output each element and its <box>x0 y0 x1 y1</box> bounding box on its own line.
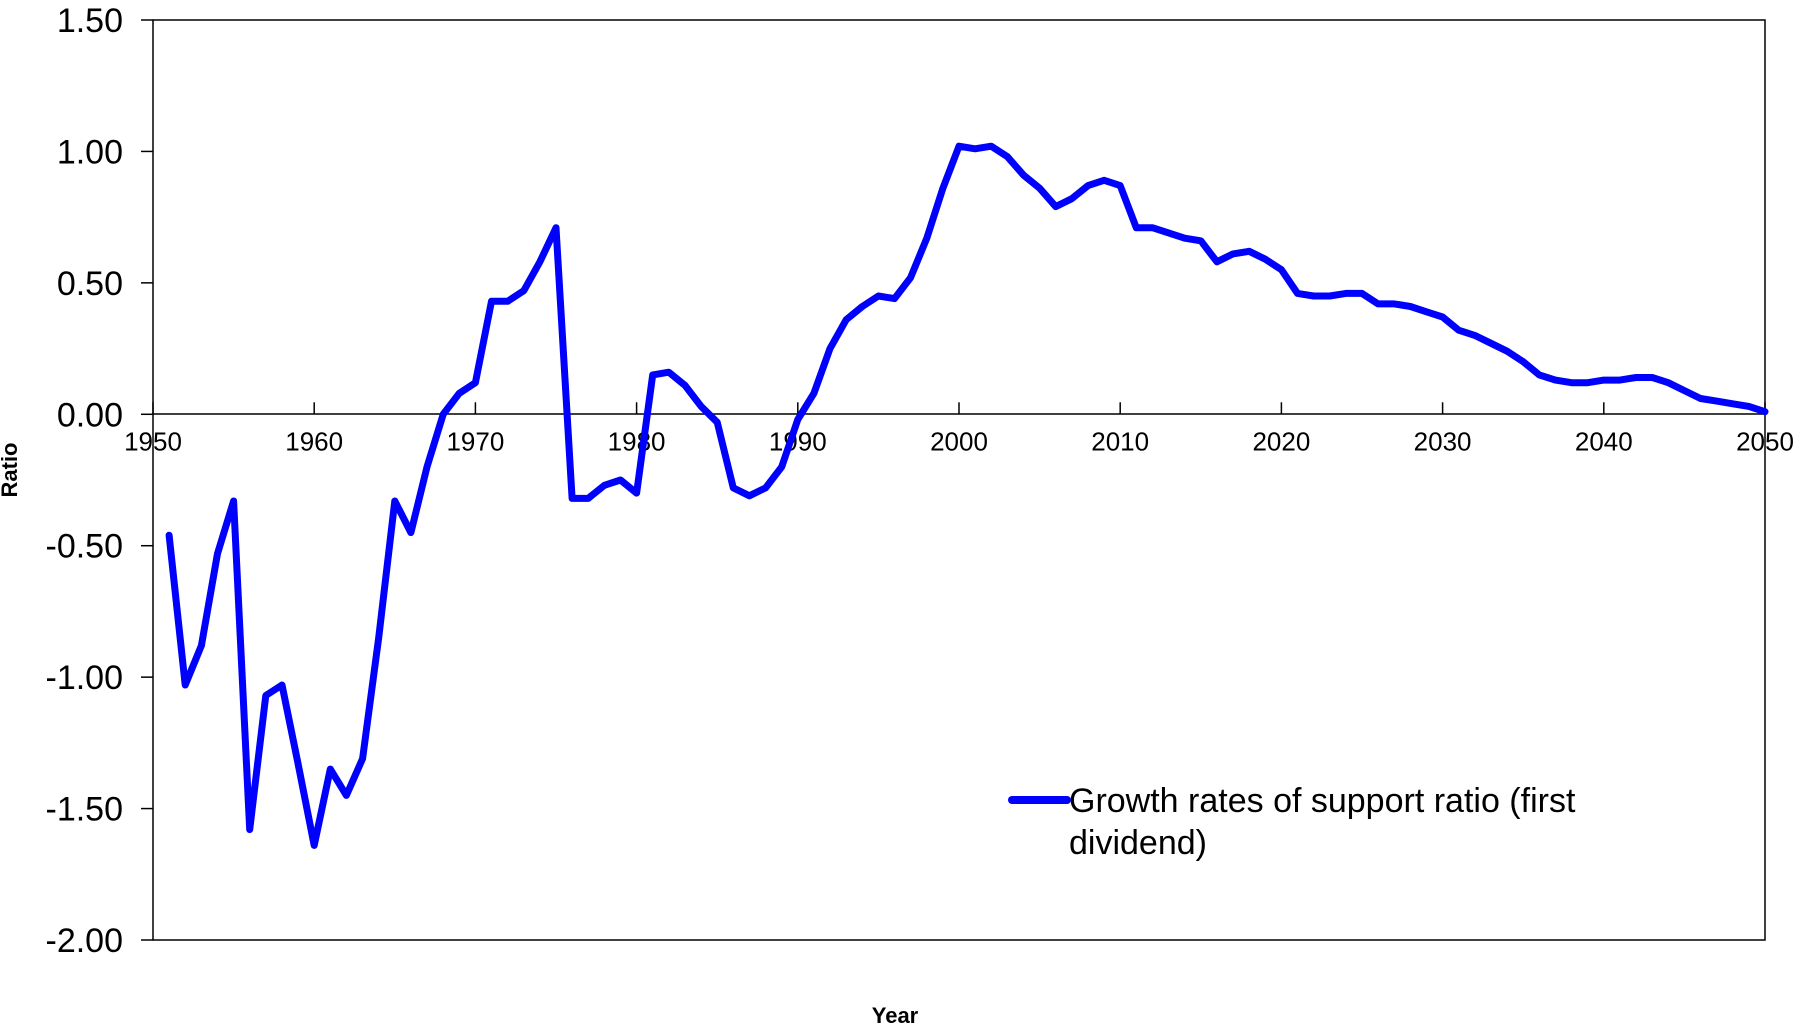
y-tick-label: -1.50 <box>46 791 124 829</box>
x-tick-label: 2020 <box>1252 426 1310 456</box>
legend-label: Growth rates of support ratio (first divi… <box>1069 782 1576 862</box>
x-tick-label: 1990 <box>769 426 827 456</box>
series-layer <box>165 142 1769 849</box>
x-tick-label: 1970 <box>446 426 504 456</box>
x-tick-label: 2040 <box>1575 426 1633 456</box>
y-tick-label: 1.50 <box>57 2 123 40</box>
x-axis-ticks: 1950 1960 1970 1980 1990 2000 2010 2020 2030 2040… <box>124 402 1794 456</box>
y-tick-label: -2.00 <box>46 922 124 960</box>
y-tick-label: 1.00 <box>57 133 123 171</box>
x-tick-label: 2050 <box>1736 426 1794 456</box>
x-tick-label: 2030 <box>1414 426 1472 456</box>
y-axis-title: Ratio <box>0 443 22 498</box>
y-tick-label: -0.50 <box>46 528 124 566</box>
x-tick-label: 2010 <box>1091 426 1149 456</box>
y-tick-label: -1.00 <box>46 659 124 697</box>
legend: Growth rates of support ratio (first divi… <box>1008 782 1576 862</box>
x-tick-label: 1950 <box>124 426 182 456</box>
x-tick-label: 1960 <box>285 426 343 456</box>
x-tick-label: 2000 <box>930 426 988 456</box>
y-axis-ticks: 1.50 1.00 0.50 0.00 -0.50 -1.00 -1.50 -2.00 <box>46 2 153 960</box>
y-tick-label: 0.00 <box>57 396 123 434</box>
x-tick-label: 1980 <box>608 426 666 456</box>
series-line <box>165 142 1769 849</box>
y-tick-label: 0.50 <box>57 265 123 303</box>
x-axis-title: Year <box>872 1003 919 1028</box>
